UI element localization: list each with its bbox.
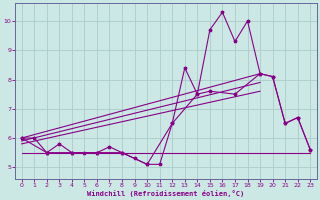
X-axis label: Windchill (Refroidissement éolien,°C): Windchill (Refroidissement éolien,°C) [87,190,244,197]
